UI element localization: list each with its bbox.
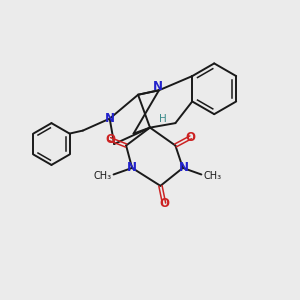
Text: O: O [186, 131, 196, 144]
Text: N: N [152, 80, 163, 93]
Text: N: N [105, 112, 115, 125]
Text: O: O [105, 133, 115, 146]
Text: O: O [159, 197, 169, 210]
Text: N: N [178, 161, 188, 174]
Text: CH₃: CH₃ [203, 171, 222, 181]
Text: CH₃: CH₃ [93, 171, 112, 181]
Text: N: N [127, 161, 136, 174]
Text: H: H [159, 114, 167, 124]
